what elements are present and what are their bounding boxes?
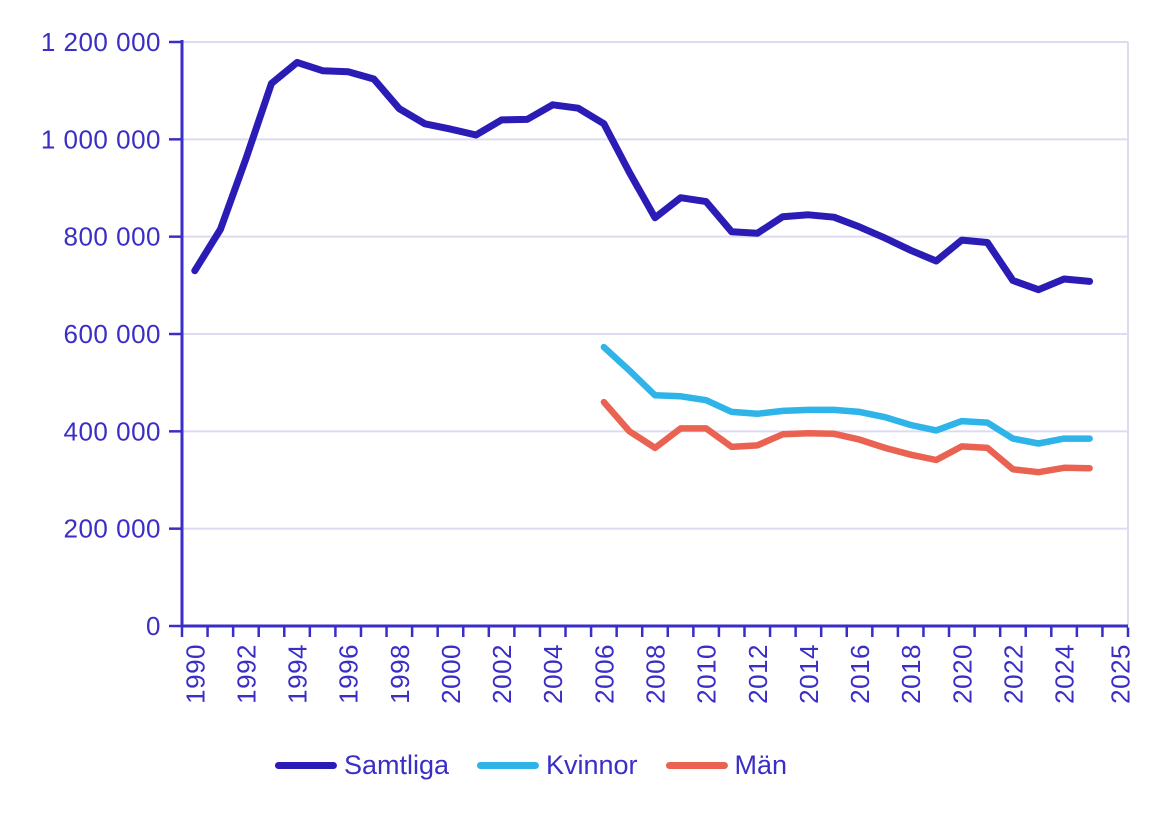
x-tick-label: 2000 — [436, 644, 466, 704]
legend-item-samtliga: Samtliga — [274, 750, 449, 781]
x-tick-label: 2020 — [947, 644, 977, 704]
x-tick-label: 1996 — [334, 644, 364, 704]
x-tick-label: 1992 — [231, 644, 261, 704]
x-tick-label: 2004 — [538, 644, 568, 704]
legend-swatch — [476, 762, 539, 769]
y-tick-label: 0 — [146, 611, 161, 641]
y-tick-label: 800 000 — [64, 222, 161, 252]
x-tick-labels: 1990 1992 1994 1996 1998 2000 2002 2004 2006 2008… — [180, 644, 1135, 704]
x-tick-label: 2002 — [487, 644, 517, 704]
legend-label: Män — [734, 750, 788, 780]
y-tick-label: 1 000 000 — [41, 124, 161, 154]
x-tick-label: 1990 — [180, 644, 210, 704]
x-tick-label: 2008 — [641, 644, 671, 704]
y-tick-label: 1 200 000 — [41, 27, 161, 57]
legend-item-kvinnor: Kvinnor — [476, 750, 638, 781]
series-line-mn — [600, 398, 1093, 476]
x-tick-label: 2006 — [589, 644, 619, 704]
x-tick-label: 2024 — [1050, 644, 1080, 704]
y-tick-label: 200 000 — [64, 514, 161, 544]
x-tick-label: 2018 — [896, 644, 926, 704]
gridlines — [182, 41, 1129, 626]
y-tick-label: 400 000 — [64, 416, 161, 446]
legend-item-mn: Män — [665, 750, 788, 781]
y-tick-label: 600 000 — [64, 319, 161, 349]
x-tick-label: 2016 — [845, 644, 875, 704]
legend-label: Kvinnor — [545, 750, 638, 780]
x-tick-label: 1994 — [283, 644, 313, 704]
x-tick-label: 2012 — [743, 644, 773, 704]
x-tick-label: 1998 — [385, 644, 415, 704]
y-ticks: 0 200 000 400 000 600 000 800 000 1 000 000 1 … — [41, 27, 182, 641]
chart-legend: Samtliga Kvinnor Män — [274, 750, 788, 781]
series-line-samtliga — [191, 58, 1094, 294]
legend-label: Samtliga — [343, 750, 449, 780]
x-ticks — [180, 627, 1130, 637]
x-tick-label: 2025 — [1106, 644, 1136, 704]
x-tick-label: 2014 — [794, 644, 824, 704]
series-line-kvinnor — [600, 343, 1093, 447]
x-tick-label: 2022 — [998, 644, 1028, 704]
legend-swatch — [665, 762, 728, 769]
legend-swatch — [274, 762, 337, 769]
x-tick-label: 2010 — [692, 644, 722, 704]
